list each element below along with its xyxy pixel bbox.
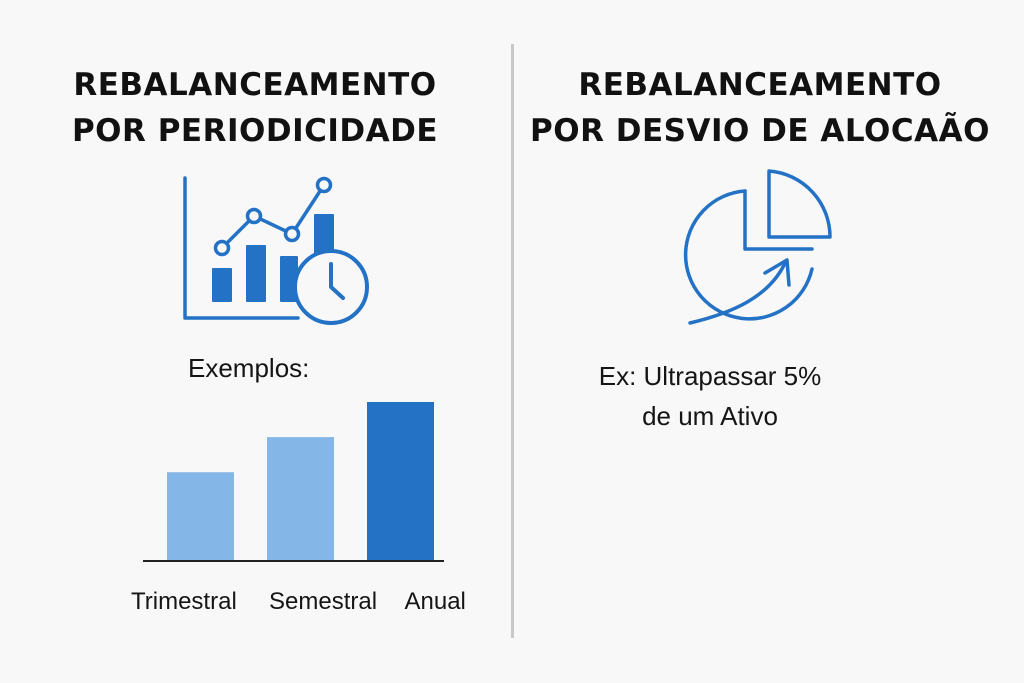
examples-label: Exemplos:: [188, 353, 310, 383]
left-title-line1: REBALANCEAMENTO: [73, 67, 437, 103]
category-label-anual: Anual: [404, 588, 466, 615]
right-title-line1: REBALANCEAMENTO: [578, 67, 942, 103]
deviation-example-text: Ex: Ultrapassar 5% de um Ativo: [560, 356, 860, 436]
bar-trimestral: [167, 472, 234, 560]
bar-anual: [367, 402, 434, 560]
growth-chart-with-clock-icon: [183, 176, 369, 325]
left-title-line2: POR PERIODICIDADE: [71, 113, 439, 149]
left-panel-title: REBALANCEAMENTO POR PERIODICIDADE: [40, 62, 470, 154]
right-title-line2: POR DESVIO DE ALOCAÃO: [530, 113, 990, 149]
deviation-text-line1: Ex: Ultrapassar 5%: [598, 361, 822, 391]
right-panel-title: REBALANCEAMENTO POR DESVIO DE ALOCAÃO: [520, 62, 1000, 154]
pie-chart-arrow-icon: [683, 169, 832, 325]
category-label-semestral: Semestral: [269, 588, 378, 615]
deviation-text-line2: de um Ativo: [642, 401, 778, 431]
bar-semestral: [267, 437, 334, 560]
panel-divider: [511, 44, 514, 638]
category-label-trimestral: Trimestral: [131, 588, 237, 615]
